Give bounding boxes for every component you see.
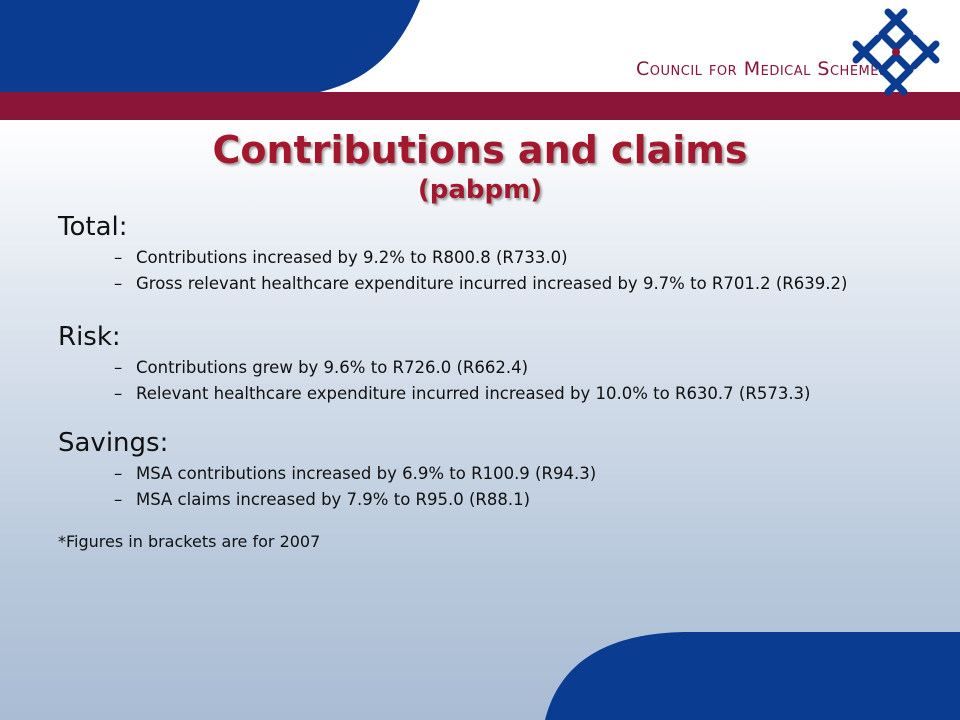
bullet-list: – Contributions grew by 9.6% to R726.0 (R…	[58, 358, 918, 404]
bullet-list: – Contributions increased by 9.2% to R800…	[58, 248, 918, 294]
title-line-2: (pabpm)	[417, 175, 543, 205]
bullet-item: – MSA claims increased by 7.9% to R95.0 (…	[114, 490, 531, 509]
org-name: Council for Medical Schemes	[636, 58, 888, 80]
bullet-list: – MSA contributions increased by 6.9% to …	[58, 464, 918, 510]
cross-link-icon	[852, 8, 940, 96]
bullet-item: – Contributions increased by 9.2% to R800…	[114, 248, 568, 267]
footnote: *Figures in brackets are for 2007	[58, 532, 321, 551]
bullet-item: – MSA contributions increased by 6.9% to …	[114, 464, 597, 483]
slide-content: Total: – Contributions increased by 9.2% …	[58, 210, 918, 567]
section-heading: Risk:	[58, 322, 121, 352]
bullet-item: – Contributions grew by 9.6% to R726.0 (R…	[114, 358, 529, 377]
section-total: Total: – Contributions increased by 9.2% …	[58, 210, 918, 294]
section-heading: Total:	[58, 212, 128, 242]
bullet-item: – Relevant healthcare expenditure incurre…	[114, 384, 811, 403]
section-risk: Risk: – Contributions grew by 9.6% to R72…	[58, 320, 918, 404]
bullet-item: – Gross relevant healthcare expenditure i…	[114, 274, 848, 293]
header-blue-shape	[0, 0, 420, 92]
section-savings: Savings: – MSA contributions increased by…	[58, 426, 918, 510]
header-band	[0, 92, 960, 120]
title-line-1: Contributions and claims	[212, 128, 748, 172]
slide-title: Contributions and claims (pabpm)	[0, 126, 960, 206]
section-heading: Savings:	[58, 428, 169, 458]
